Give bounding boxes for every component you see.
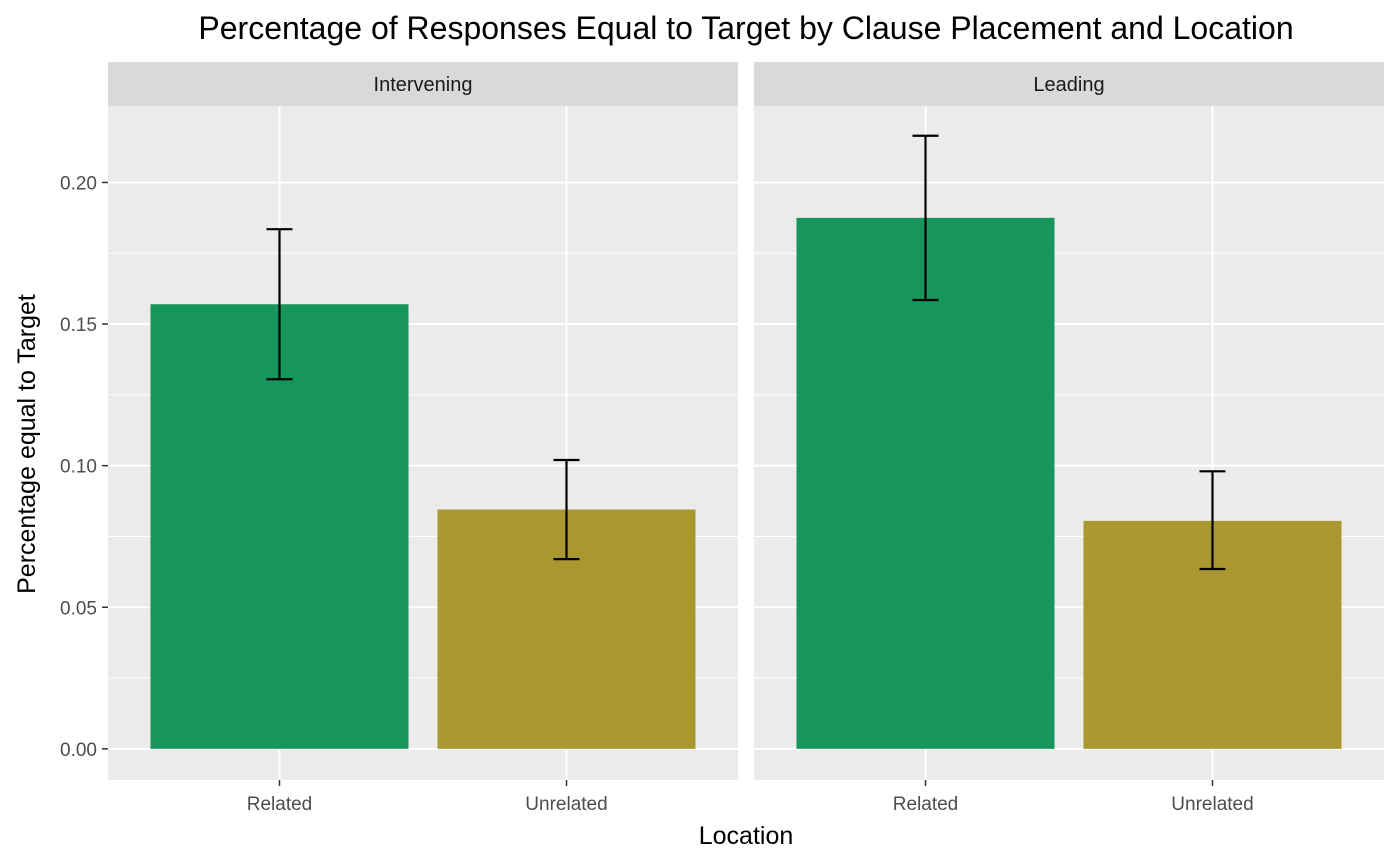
x-axis-title: Location	[699, 822, 794, 850]
y-tick-label: 0.20	[60, 173, 97, 194]
facet-strip-label: Leading	[1033, 74, 1104, 96]
x-tick-label: Related	[247, 794, 313, 815]
facet-panel: Leading Related Unrelated	[754, 62, 1384, 815]
facet-strip	[754, 62, 1384, 106]
y-tick-label: 0.10	[60, 457, 97, 478]
error-bar	[912, 134, 939, 302]
y-tick-label: 0.15	[60, 315, 97, 336]
bar-related	[796, 217, 1055, 749]
y-axis-title: Percentage equal to Target	[13, 294, 41, 594]
facet-panel: Intervening Related Unrelated	[108, 62, 738, 815]
y-axis: 0.00 0.05 0.10 0.15 0.20	[60, 173, 108, 761]
y-tick-label: 0.05	[60, 598, 97, 619]
facet-panels: Intervening Related Unrelated Leading Relate…	[108, 62, 1384, 815]
y-tick-label: 0.00	[60, 740, 97, 761]
facet-strip	[108, 62, 738, 106]
x-tick-label: Unrelated	[525, 794, 607, 815]
chart-title: Percentage of Responses Equal to Target …	[198, 10, 1293, 46]
error-bar	[553, 458, 580, 561]
x-tick-label: Related	[893, 794, 959, 815]
facet-strip-label: Intervening	[374, 74, 473, 96]
error-bar	[1199, 470, 1226, 571]
x-tick-label: Unrelated	[1171, 794, 1253, 815]
error-bar	[266, 228, 293, 381]
